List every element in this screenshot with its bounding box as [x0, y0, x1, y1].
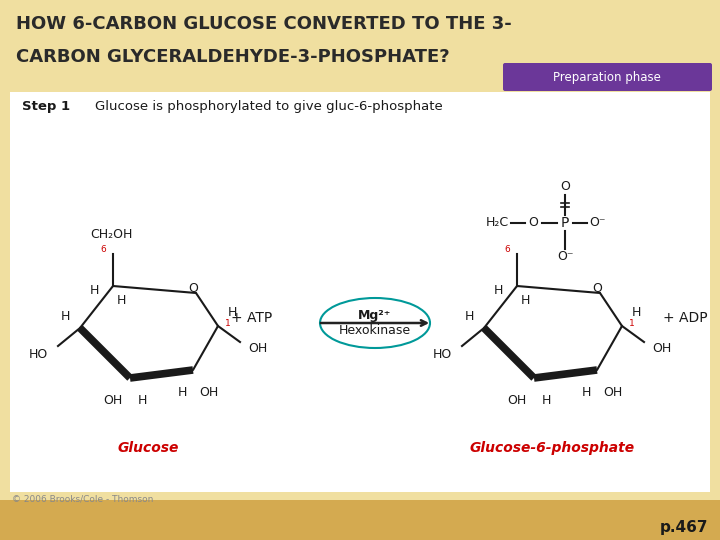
Text: 6: 6 — [504, 246, 510, 254]
Text: P: P — [561, 216, 570, 230]
Text: © 2006 Brooks/Cole - Thomson: © 2006 Brooks/Cole - Thomson — [12, 495, 153, 504]
Text: CH₂OH: CH₂OH — [90, 227, 132, 240]
Text: Glucose-6-phosphate: Glucose-6-phosphate — [469, 441, 634, 455]
Text: OH: OH — [103, 394, 122, 407]
Text: H₂C: H₂C — [485, 217, 508, 230]
Text: Hexokinase: Hexokinase — [339, 323, 411, 336]
Text: H: H — [178, 386, 187, 399]
Text: + ATP: + ATP — [231, 311, 273, 325]
Text: Step 1: Step 1 — [22, 100, 70, 113]
Text: H: H — [60, 309, 70, 322]
Bar — [10, 92, 710, 492]
Text: H: H — [582, 386, 591, 399]
Text: CARBON GLYCERALDEHYDE-3-PHOSPHATE?: CARBON GLYCERALDEHYDE-3-PHOSPHATE? — [16, 48, 449, 66]
Text: 1: 1 — [629, 319, 635, 327]
Text: H: H — [631, 306, 641, 319]
Text: 1: 1 — [225, 319, 230, 327]
FancyBboxPatch shape — [503, 63, 712, 91]
Text: O⁻: O⁻ — [589, 217, 606, 230]
Text: OH: OH — [199, 386, 218, 399]
Text: H: H — [117, 294, 127, 307]
Text: H: H — [138, 394, 148, 407]
Text: OH: OH — [507, 394, 526, 407]
Text: HO: HO — [29, 348, 48, 361]
Text: HO: HO — [433, 348, 452, 361]
Text: Preparation phase: Preparation phase — [553, 71, 661, 84]
Text: H: H — [464, 309, 474, 322]
Text: H: H — [494, 284, 503, 296]
Text: H: H — [228, 306, 237, 319]
Text: H: H — [542, 394, 552, 407]
Text: OH: OH — [248, 341, 267, 354]
Text: O: O — [560, 180, 570, 193]
Text: O⁻: O⁻ — [557, 251, 573, 264]
Text: Mg²⁺: Mg²⁺ — [359, 309, 392, 322]
Text: + ADP: + ADP — [662, 311, 707, 325]
Text: 6: 6 — [100, 246, 106, 254]
Text: OH: OH — [652, 341, 671, 354]
Text: Glucose: Glucose — [117, 441, 179, 455]
Text: OH: OH — [603, 386, 622, 399]
Bar — [0, 500, 720, 540]
Text: H: H — [521, 294, 531, 307]
Text: H: H — [89, 284, 99, 296]
Text: O: O — [592, 281, 602, 294]
Text: O: O — [188, 281, 198, 294]
Text: Glucose is phosphorylated to give gluc-6-phosphate: Glucose is phosphorylated to give gluc-6… — [95, 100, 443, 113]
Text: HOW 6-CARBON GLUCOSE CONVERTED TO THE 3-: HOW 6-CARBON GLUCOSE CONVERTED TO THE 3- — [16, 15, 512, 33]
Text: O: O — [528, 217, 538, 230]
Text: p.467: p.467 — [660, 520, 708, 535]
